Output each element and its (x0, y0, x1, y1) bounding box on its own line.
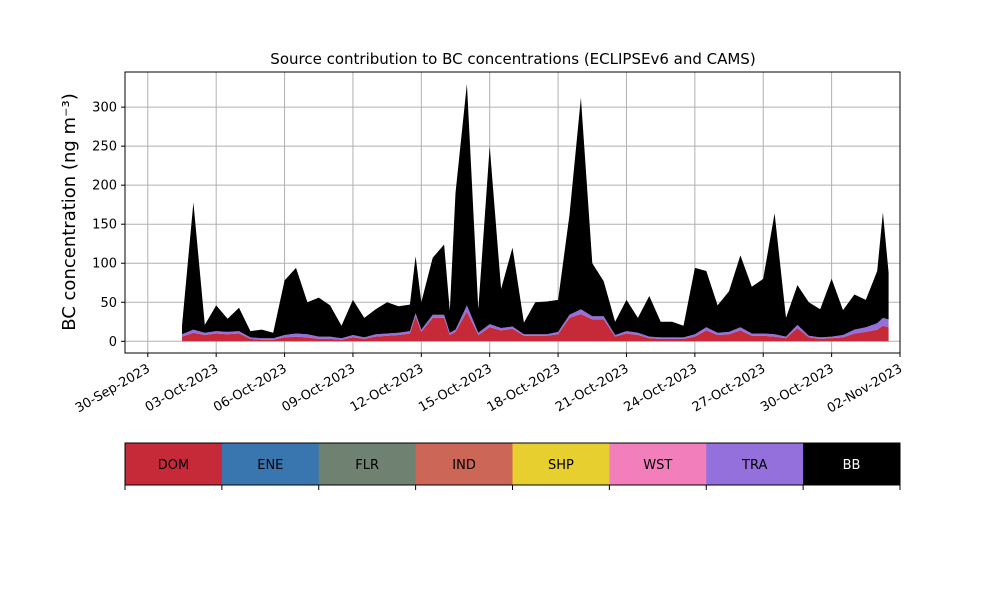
legend-label-wst: WST (643, 458, 672, 473)
legend-swatch-shp (512, 443, 610, 485)
x-tick-label: 30-Sep-2023 (73, 361, 153, 416)
x-tick-label: 15-Oct-2023 (416, 361, 494, 415)
legend-swatch-dom (125, 443, 223, 485)
x-tick-label: 21-Oct-2023 (553, 361, 631, 415)
y-tick-label: 200 (92, 179, 117, 194)
legend-label-flr: FLR (355, 458, 379, 473)
x-tick-label: 24-Oct-2023 (621, 361, 699, 415)
chart-title: Source contribution to BC concentrations… (270, 50, 755, 68)
y-tick-label: 0 (109, 335, 117, 350)
legend-swatch-ind (415, 443, 513, 485)
x-tick-label: 02-Nov-2023 (825, 361, 905, 416)
x-axis-ticks: 30-Sep-202303-Oct-202306-Oct-202309-Oct-… (73, 353, 905, 416)
x-tick-label: 18-Oct-2023 (485, 361, 563, 415)
legend: DOM ENE FLR IND SHP WST TRA BB (124, 442, 901, 490)
y-tick-label: 250 (92, 140, 117, 155)
legend-label-ene: ENE (257, 458, 283, 473)
x-tick-label: 12-Oct-2023 (348, 361, 426, 415)
area-tra (182, 305, 889, 340)
area-dom (182, 311, 889, 342)
legend-label-shp: SHP (548, 458, 574, 473)
legend-swatch-ene (221, 443, 320, 485)
area-bb (182, 83, 889, 339)
y-tick-label: 50 (100, 296, 117, 311)
legend-swatch-flr (318, 443, 417, 485)
x-tick-label: 27-Oct-2023 (690, 361, 768, 415)
legend-label-bb: BB (843, 458, 861, 473)
legend-label-dom: DOM (158, 458, 189, 473)
y-tick-label: 300 (92, 101, 117, 116)
y-axis-ticks: 0 50 100 150 200 250 300 (92, 101, 125, 350)
stacked-areas (182, 83, 889, 342)
x-tick-label: 06-Oct-2023 (211, 361, 289, 415)
legend-label-ind: IND (452, 458, 476, 473)
legend-swatch-bb (803, 443, 901, 485)
y-tick-label: 100 (92, 257, 117, 272)
plot-frame (124, 71, 901, 354)
x-tick-label: 30-Oct-2023 (758, 361, 836, 415)
x-tick-label: 09-Oct-2023 (280, 361, 358, 415)
y-axis-label: BC concentration (ng m⁻³) (59, 93, 80, 331)
legend-swatch-tra (706, 443, 804, 485)
x-tick-label: 03-Oct-2023 (143, 361, 221, 415)
legend-swatch-wst (609, 443, 707, 485)
legend-label-tra: TRA (741, 458, 767, 473)
y-tick-label: 150 (92, 218, 117, 233)
